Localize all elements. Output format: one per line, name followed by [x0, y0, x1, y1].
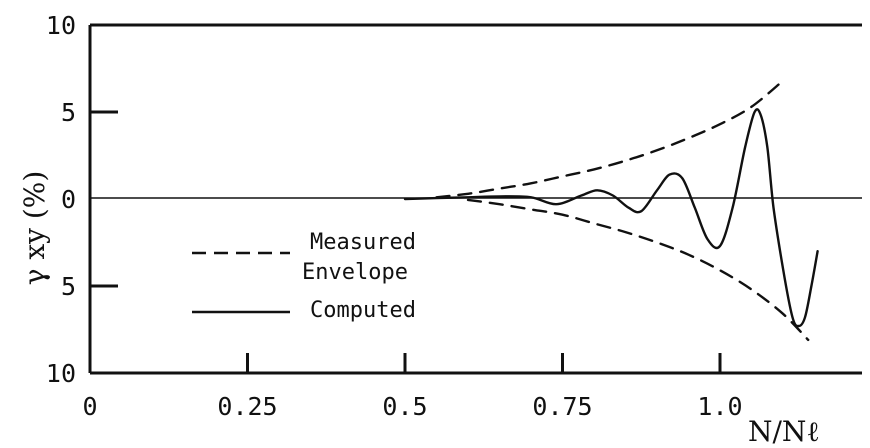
y-axis-title: γ xy (%) — [18, 171, 51, 286]
y-tick-label: 5 — [61, 272, 76, 301]
y-tick-label: 5 — [61, 98, 76, 127]
legend-label-envelope: Envelope — [302, 260, 408, 285]
computed-line — [403, 108, 819, 328]
x-axis-title: N/Nℓ — [748, 415, 820, 448]
x-tick-label: 0.75 — [532, 392, 592, 421]
series-layer — [403, 79, 819, 342]
legend-label-measured: Measured — [310, 230, 416, 255]
x-tick-label: 1.0 — [697, 392, 742, 421]
measured-envelope-line — [466, 198, 810, 342]
measured-envelope-line — [435, 79, 785, 199]
y-ticks: 10 5 0 5 10 — [46, 11, 118, 388]
x-ticks: 0 0.25 0.5 0.75 1.0 — [82, 353, 743, 421]
y-tick-label: 10 — [46, 359, 76, 388]
x-tick-label: 0 — [82, 392, 97, 421]
legend-label-computed: Computed — [310, 298, 416, 323]
x-tick-label: 0.5 — [382, 392, 427, 421]
y-tick-label: 0 — [61, 185, 76, 214]
x-tick-label: 0.25 — [217, 392, 277, 421]
legend: Measured Envelope Computed — [192, 230, 416, 323]
y-tick-label: 10 — [46, 11, 76, 40]
